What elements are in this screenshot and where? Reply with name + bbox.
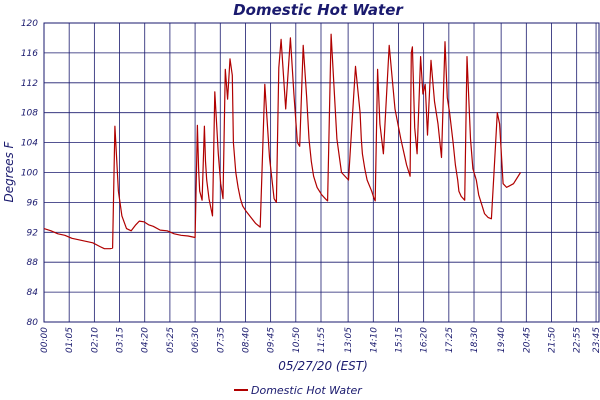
y-axis-title: Degrees F (2, 140, 16, 202)
x-tick-label: 07:35 (216, 327, 226, 353)
y-tick-label: 80 (27, 318, 39, 328)
x-axis-ticks: 00:00 01:05 02:10 03:15 04:20 05:25 06:30 07:35… (40, 327, 600, 353)
y-tick-label: 112 (21, 79, 38, 89)
y-tick-label: 96 (27, 198, 39, 208)
x-tick-label: 19:40 (497, 327, 507, 353)
y-tick-label: 108 (21, 109, 38, 119)
x-tick-label: 13:05 (344, 327, 354, 353)
x-axis-title: 05/27/20 (EST) (278, 359, 368, 373)
x-tick-label: 23:45 (592, 327, 600, 353)
x-tick-label: 14:10 (369, 327, 379, 353)
x-tick-label: 08:40 (241, 327, 251, 353)
y-tick-label: 104 (21, 139, 38, 149)
y-tick-label: 116 (21, 49, 38, 59)
x-tick-label: 17:25 (445, 327, 455, 353)
x-tick-label: 03:15 (116, 327, 126, 353)
legend-label: Domestic Hot Water (251, 384, 363, 397)
y-tick-label: 88 (27, 258, 39, 268)
chart-title: Domestic Hot Water (233, 1, 404, 19)
x-tick-label: 15:15 (394, 327, 404, 353)
x-tick-label: 06:30 (191, 327, 201, 353)
x-tick-label: 21:50 (547, 327, 557, 353)
x-tick-label: 00:00 (40, 327, 50, 353)
x-tick-label: 18:30 (470, 327, 480, 353)
y-tick-label: 92 (27, 228, 39, 238)
series-layer (43, 33, 522, 250)
x-tick-label: 09:45 (267, 327, 277, 353)
x-tick-label: 04:20 (141, 327, 151, 353)
series-line-domestic-hot-water (43, 33, 522, 250)
x-tick-label: 22:55 (573, 327, 583, 353)
x-tick-label: 11:55 (317, 327, 327, 353)
legend: Domestic Hot Water (234, 384, 363, 397)
x-tick-label: 02:10 (90, 327, 100, 353)
y-tick-label: 84 (27, 288, 39, 298)
x-tick-label: 01:05 (65, 327, 75, 353)
x-tick-label: 20:45 (522, 327, 532, 353)
y-axis-ticks: 80 84 88 92 96 100 104 108 112 116 120 (21, 19, 38, 328)
x-tick-label: 16:20 (420, 327, 430, 353)
plot-grid (43, 22, 600, 323)
x-tick-label: 05:25 (166, 327, 176, 353)
x-tick-label: 10:50 (292, 327, 302, 353)
y-tick-label: 120 (21, 19, 38, 29)
y-tick-label: 100 (21, 169, 38, 179)
